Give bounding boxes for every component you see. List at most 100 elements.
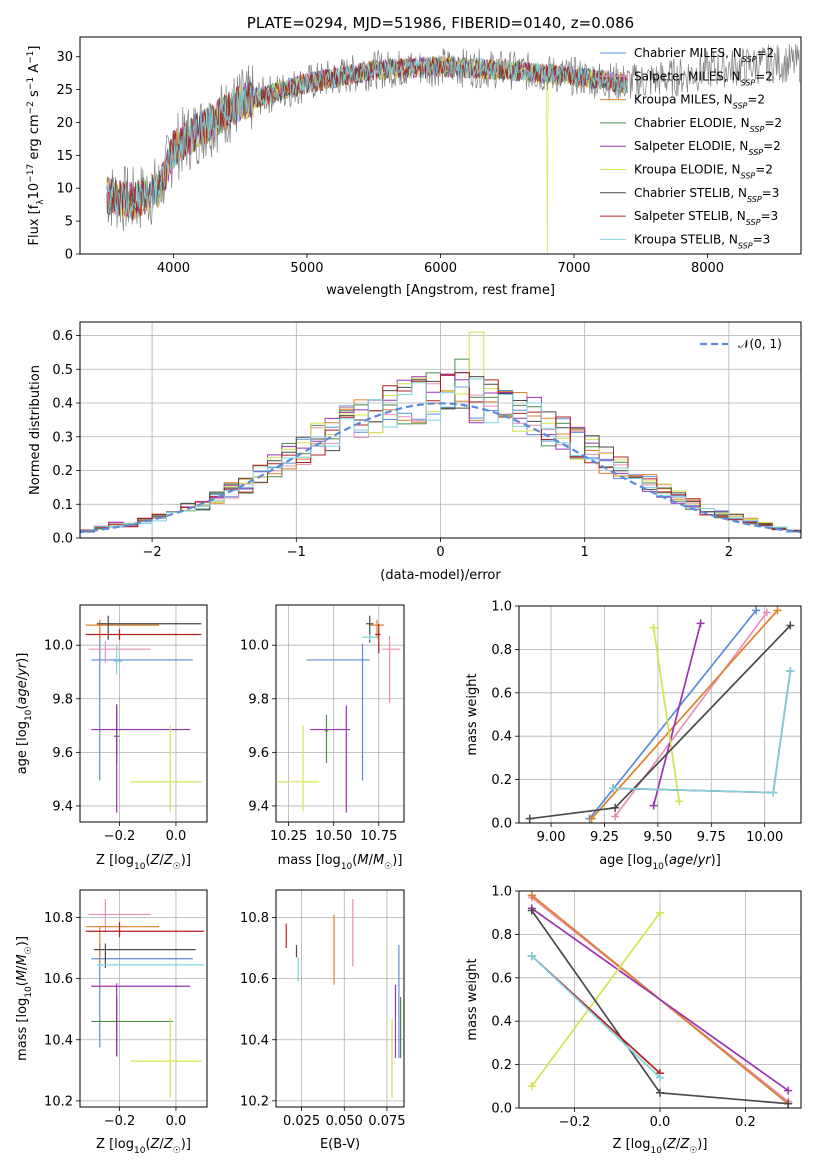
x-tick-label: 10.25 xyxy=(270,829,307,844)
legend-entry: Kroupa STELIB, NSSP=3 xyxy=(634,232,770,250)
y-tick-label: 0.8 xyxy=(491,643,512,658)
legend-entry: Chabrier MILES, NSSP=2 xyxy=(634,46,774,64)
series-marker xyxy=(786,621,795,630)
errorbar-chabrier-stelib xyxy=(94,943,196,968)
axes-frame xyxy=(79,36,802,255)
plot-area xyxy=(106,43,801,254)
y-tick-label: 0.2 xyxy=(52,464,73,479)
y-tick-label: 10.8 xyxy=(240,911,269,926)
model-line-kroupa-stelib xyxy=(106,56,628,220)
errorbar-chabrier-elodie xyxy=(91,996,174,1056)
y-axis-label: mass [log10(M/M☉)] xyxy=(15,936,34,1061)
series-line xyxy=(531,912,661,1087)
y-tick-label: 0.6 xyxy=(491,971,512,986)
errorbar-chabrier-miles xyxy=(91,943,193,1048)
x-tick-label: −0.2 xyxy=(104,829,136,844)
y-tick-label: 10.6 xyxy=(44,972,73,987)
x-tick-label: 0.0 xyxy=(166,829,187,844)
errorbar-salpeter-miles xyxy=(88,641,151,663)
y-tick-label: 0.2 xyxy=(491,1058,512,1073)
series-marker xyxy=(649,801,658,810)
errorbar-chabrier-miles xyxy=(306,643,370,781)
x-tick-label: −0.2 xyxy=(559,1115,591,1130)
y-axis-label: mass weight xyxy=(465,958,480,1040)
chart-title: PLATE=0294, MJD=51986, FIBERID=0140, z=0… xyxy=(247,14,634,32)
x-tick-label: 9.00 xyxy=(537,830,566,845)
series-marker xyxy=(527,1082,536,1091)
y-tick-label: 25 xyxy=(56,83,73,98)
series-line xyxy=(614,611,768,818)
x-tick-label: 0.050 xyxy=(326,1114,363,1129)
series-kroupa-stelib xyxy=(609,667,795,797)
x-tick-label: 2 xyxy=(725,545,733,560)
axes-massweight-vs-age: 9.00 9.25 9.50 9.75 10.00 0.0 0.2 0.4 0.6 0.8 1.0 a… xyxy=(465,600,802,872)
errorbar-chabrier-elodie xyxy=(324,714,329,764)
x-tick-label: 10.00 xyxy=(746,830,783,845)
series-marker xyxy=(769,788,778,797)
axes-frame xyxy=(275,889,405,1108)
series-marker xyxy=(656,1088,664,1097)
x-axis-label: Z [log10(Z/Z☉)] xyxy=(613,1137,708,1156)
y-tick-label: 20 xyxy=(56,116,73,131)
plot-area xyxy=(80,331,801,534)
y-tick-label: 0.4 xyxy=(491,1015,512,1030)
axes-mass-vs-ebv: 0.025 0.050 0.075 10.2 10.4 10.6 10.8 E(B-V) xyxy=(240,889,406,1152)
plot-area xyxy=(85,615,202,813)
y-tick-label: 10 xyxy=(56,182,73,197)
y-tick-label: 0.4 xyxy=(491,730,512,745)
y-tick-label: 10.0 xyxy=(44,639,73,654)
axes-frame xyxy=(518,605,802,824)
plot-area xyxy=(527,891,793,1108)
series-marker xyxy=(762,608,771,617)
legend-entry: Salpeter STELIB, NSSP=3 xyxy=(634,209,778,227)
legend-entry: Salpeter ELODIE, NSSP=2 xyxy=(634,139,781,157)
y-tick-label: 0.1 xyxy=(52,498,73,513)
y-tick-label: 15 xyxy=(56,149,73,164)
y-tick-label: 9.8 xyxy=(248,692,269,707)
series-line xyxy=(588,609,757,820)
histogram-kroupa-stelib xyxy=(80,378,801,533)
plot-area xyxy=(285,899,402,1098)
errorbar-kroupa-miles xyxy=(85,619,160,639)
errorbar-salpeter-stelib xyxy=(375,623,381,654)
axes-frame xyxy=(79,604,208,823)
y-tick-label: 0.0 xyxy=(52,532,73,547)
legend: Chabrier MILES, NSSP=2 Salpeter MILES, NS… xyxy=(600,46,782,250)
legend-entry: Chabrier STELIB, NSSP=3 xyxy=(634,186,779,204)
series-marker xyxy=(611,803,620,812)
y-tick-label: 0.5 xyxy=(52,363,73,378)
legend-entry: Kroupa MILES, NSSP=2 xyxy=(634,93,765,111)
x-tick-label: 7000 xyxy=(557,261,590,276)
axes-mass-vs-Z: −0.2 0.0 10.2 10.4 10.6 10.8 Z [log10(Z/Z☉)] ma… xyxy=(15,889,208,1156)
axes-frame xyxy=(518,890,802,1109)
x-axis-label: E(B-V) xyxy=(320,1137,360,1152)
y-axis-label: mass weight xyxy=(465,673,480,755)
x-axis-label: Z [log10(Z/Z☉)] xyxy=(96,853,191,872)
errorbar-salpeter-elodie xyxy=(91,983,191,1057)
y-tick-label: 10.4 xyxy=(240,1033,269,1048)
x-axis-label: mass [log10(M/M☉)] xyxy=(278,853,403,872)
errorbar-salpeter-stelib xyxy=(85,629,202,640)
y-tick-label: 0.3 xyxy=(52,430,73,445)
x-tick-label: 0.075 xyxy=(368,1114,405,1129)
series-marker xyxy=(649,623,658,632)
series-marker xyxy=(527,891,536,900)
axes-massweight-vs-Z: −0.2 0.0 0.2 0.0 0.2 0.4 0.6 0.8 1.0 Z [log10(Z/Z… xyxy=(465,885,802,1156)
y-tick-label: 10.6 xyxy=(240,972,269,987)
series-chabrier-stelib xyxy=(527,906,793,1108)
series-kroupa-elodie xyxy=(649,623,684,806)
errorbar-kroupa-stelib xyxy=(362,634,377,640)
axes-age-vs-mass: 10.25 10.50 10.75 9.4 9.6 9.8 10.0 mass [log10(… xyxy=(240,604,405,872)
y-tick-label: 10.0 xyxy=(240,639,269,654)
y-tick-label: 10.2 xyxy=(240,1094,269,1109)
errorbar-chabrier-miles xyxy=(91,627,193,781)
x-tick-label: 6000 xyxy=(424,261,457,276)
plot-area xyxy=(525,606,795,823)
y-tick-label: 10.8 xyxy=(44,911,73,926)
y-tick-label: 9.6 xyxy=(248,746,269,761)
series-marker xyxy=(611,812,620,821)
legend-entry: Chabrier ELODIE, NSSP=2 xyxy=(634,116,782,133)
series-marker xyxy=(752,606,761,615)
y-tick-label: 0.0 xyxy=(491,1102,512,1117)
